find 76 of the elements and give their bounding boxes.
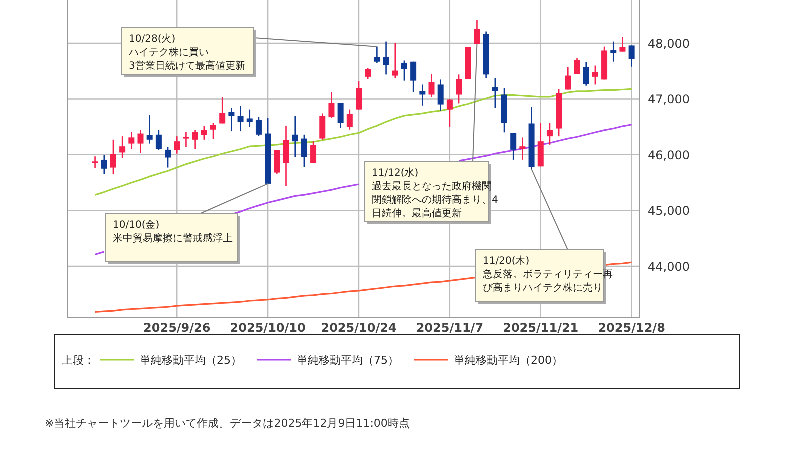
candlestick (283, 125, 290, 187)
x-tick-label: 2025/10/10 (230, 321, 306, 335)
candlestick (183, 131, 190, 148)
candlestick (256, 116, 262, 137)
candlestick (610, 41, 617, 63)
y-tick-label: 46,000 (648, 148, 690, 162)
candlestick (346, 109, 353, 131)
legend-label: 単純移動平均（75） (297, 354, 399, 367)
legend-label: 単純移動平均（25） (140, 354, 242, 367)
annotation: 10/28(火) ハイテク株に買い 3営業日続けて最高値更新 (122, 28, 378, 77)
candlestick (338, 102, 344, 129)
candlestick (292, 116, 298, 158)
candlestick (220, 96, 226, 124)
annotation: 10/10(金) 米中貿易摩擦に警戒感浮上 (106, 183, 269, 264)
candlestick (101, 154, 108, 176)
candlestick (365, 67, 372, 80)
x-tick-label: 2025/9/26 (144, 321, 211, 335)
candlestick (274, 150, 280, 175)
candlestick (165, 146, 172, 168)
candlestick (410, 61, 417, 94)
candlestick (128, 131, 135, 150)
candlestick (192, 130, 198, 150)
candlestick (146, 114, 153, 144)
candlestick (392, 42, 398, 79)
candlestick (583, 62, 590, 86)
candlestick (156, 130, 162, 152)
candlestick (210, 122, 216, 140)
candlestick (401, 60, 408, 82)
annotation: 11/12(水) 過去最長となった政府機関閉鎖解除への期待高まり、4日続伸。最高値更新 (364, 44, 498, 224)
candlestick (620, 36, 626, 52)
y-tick-label: 44,000 (648, 260, 690, 274)
candlestick (201, 126, 208, 141)
candlestick (301, 134, 308, 168)
annotation: 11/20(木) 急反落。ボラティリティー再び高まりハイテク株に売り (482, 255, 613, 294)
candlestick (238, 106, 244, 132)
candlestick (546, 122, 553, 146)
x-tick-label: 2025/11/21 (503, 321, 579, 335)
candlestick (310, 140, 317, 164)
candlestick (446, 98, 453, 128)
candlestick (138, 130, 144, 154)
annotation: 11/12(水) 過去最長となった政府機関閉鎖解除への期待高まり、4日続伸。最高値更新 (372, 167, 498, 220)
candlestick (510, 132, 517, 161)
candlestick (420, 84, 426, 107)
candlestick (356, 80, 362, 110)
candlestick (110, 139, 116, 176)
x-tick-label: 2025/10/24 (321, 321, 397, 335)
y-tick-label: 48,000 (648, 36, 690, 51)
candlestick (592, 65, 598, 86)
candlestick (456, 74, 462, 104)
legend-title: 上段： (62, 354, 95, 367)
text: ※当社チャートツールを用いて作成。データは2025年12月9日11:00時点 (45, 417, 410, 430)
candlestick (320, 113, 326, 141)
candlestick (565, 66, 572, 90)
line-series (94, 88, 633, 196)
annotation: 10/10(金) 米中貿易摩擦に警戒感浮上 (113, 219, 233, 244)
candlestick (374, 46, 380, 64)
candlestick (246, 109, 253, 128)
candlestick (92, 156, 98, 169)
candlestick (438, 79, 444, 112)
candlestick (120, 136, 126, 159)
candlestick (328, 91, 335, 119)
annotation: 10/28(火) ハイテク株に買い 3営業日続けて最高値更新 (128, 33, 246, 72)
candlestick (228, 107, 235, 132)
candlestick (628, 45, 635, 68)
candlestick (174, 136, 180, 154)
candlestick (492, 77, 498, 109)
y-tick-label: 45,000 (648, 204, 690, 218)
candlestick (428, 73, 435, 98)
legend-label: 単純移動平均（200） (454, 354, 563, 367)
candlestick (520, 137, 526, 161)
y-tick-label: 47,000 (648, 92, 690, 107)
candlestick (383, 41, 390, 76)
x-tick-label: 2025/12/8 (598, 321, 666, 335)
candlestick (574, 58, 580, 75)
x-tick-label: 2025/11/7 (416, 321, 484, 335)
candlestick (474, 19, 480, 45)
